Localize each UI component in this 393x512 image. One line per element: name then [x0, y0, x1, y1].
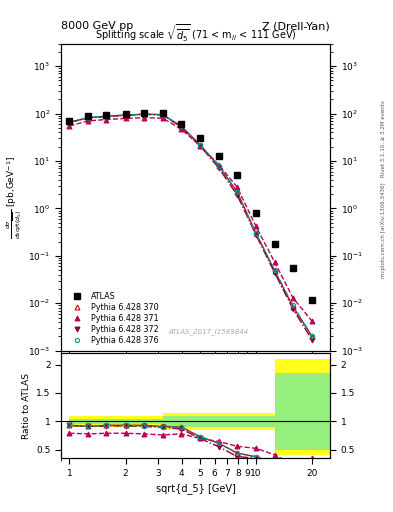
- Pythia 6.428 371: [198, 143, 202, 149]
- Pythia 6.428 372: [310, 337, 314, 343]
- Pythia 6.428 370: [160, 112, 165, 118]
- Pythia 6.428 376: [310, 333, 314, 339]
- Pythia 6.428 372: [179, 124, 184, 130]
- Pythia 6.428 372: [141, 111, 146, 117]
- Pythia 6.428 371: [216, 161, 221, 167]
- Pythia 6.428 370: [141, 111, 146, 117]
- Pythia 6.428 372: [290, 306, 295, 312]
- Pythia 6.428 370: [67, 119, 72, 125]
- Pythia 6.428 372: [86, 115, 90, 121]
- ATLAS: [310, 296, 314, 303]
- Pythia 6.428 372: [67, 119, 72, 125]
- Pythia 6.428 371: [179, 126, 184, 132]
- Pythia 6.428 376: [253, 230, 258, 237]
- Y-axis label: $\frac{d\sigma}{d\mathrm{sqrt}(\overline{d_5})}$ [pb,GeV$^{-1}$]: $\frac{d\sigma}{d\mathrm{sqrt}(\overline…: [4, 156, 23, 239]
- Pythia 6.428 371: [104, 116, 109, 122]
- ATLAS: [160, 110, 165, 116]
- Pythia 6.428 376: [141, 111, 146, 117]
- Pythia 6.428 371: [235, 184, 240, 190]
- Pythia 6.428 370: [253, 230, 258, 237]
- ATLAS: [253, 210, 258, 216]
- Pythia 6.428 371: [123, 115, 128, 121]
- Pythia 6.428 370: [179, 123, 184, 130]
- Pythia 6.428 372: [160, 112, 165, 118]
- Pythia 6.428 376: [290, 303, 295, 309]
- ATLAS: [216, 153, 221, 159]
- X-axis label: sqrt{d_5} [GeV]: sqrt{d_5} [GeV]: [156, 483, 235, 494]
- Y-axis label: Ratio to ATLAS: Ratio to ATLAS: [22, 373, 31, 439]
- Text: Z (Drell-Yan): Z (Drell-Yan): [263, 21, 330, 31]
- Pythia 6.428 371: [290, 295, 295, 301]
- Pythia 6.428 370: [86, 115, 90, 121]
- ATLAS: [104, 112, 109, 118]
- Pythia 6.428 370: [198, 142, 202, 148]
- Pythia 6.428 371: [160, 115, 165, 121]
- Pythia 6.428 370: [123, 112, 128, 118]
- Pythia 6.428 371: [141, 115, 146, 121]
- Pythia 6.428 371: [272, 259, 277, 265]
- Pythia 6.428 371: [310, 318, 314, 324]
- Text: ATLAS_2017_I1589844: ATLAS_2017_I1589844: [169, 329, 249, 335]
- ATLAS: [272, 241, 277, 247]
- Pythia 6.428 371: [86, 118, 90, 124]
- Pythia 6.428 376: [235, 189, 240, 195]
- Text: Rivet 3.1.10, ≥ 3.2M events: Rivet 3.1.10, ≥ 3.2M events: [381, 100, 386, 177]
- ATLAS: [290, 265, 295, 271]
- Legend: ATLAS, Pythia 6.428 370, Pythia 6.428 371, Pythia 6.428 372, Pythia 6.428 376: ATLAS, Pythia 6.428 370, Pythia 6.428 37…: [65, 290, 160, 347]
- Pythia 6.428 370: [272, 268, 277, 274]
- Pythia 6.428 370: [104, 113, 109, 119]
- Pythia 6.428 372: [253, 231, 258, 238]
- Pythia 6.428 370: [216, 162, 221, 168]
- Text: 8000 GeV pp: 8000 GeV pp: [61, 21, 133, 31]
- Pythia 6.428 376: [198, 142, 202, 148]
- ATLAS: [86, 113, 90, 119]
- Line: Pythia 6.428 371: Pythia 6.428 371: [67, 115, 314, 324]
- Line: Pythia 6.428 372: Pythia 6.428 372: [67, 112, 314, 342]
- ATLAS: [198, 135, 202, 141]
- ATLAS: [179, 121, 184, 127]
- Pythia 6.428 372: [198, 143, 202, 149]
- Line: Pythia 6.428 376: Pythia 6.428 376: [67, 112, 314, 338]
- Pythia 6.428 376: [160, 112, 165, 118]
- Pythia 6.428 376: [216, 162, 221, 168]
- Pythia 6.428 376: [179, 123, 184, 130]
- Line: ATLAS: ATLAS: [67, 110, 315, 302]
- Pythia 6.428 372: [104, 113, 109, 119]
- Pythia 6.428 370: [310, 333, 314, 339]
- Pythia 6.428 376: [272, 267, 277, 273]
- Pythia 6.428 370: [290, 304, 295, 310]
- ATLAS: [235, 172, 240, 178]
- Pythia 6.428 370: [235, 189, 240, 195]
- ATLAS: [123, 111, 128, 117]
- Text: mcplots.cern.ch [arXiv:1306.3436]: mcplots.cern.ch [arXiv:1306.3436]: [381, 183, 386, 278]
- Pythia 6.428 371: [67, 123, 72, 129]
- Pythia 6.428 372: [235, 192, 240, 198]
- Pythia 6.428 371: [253, 223, 258, 229]
- Pythia 6.428 376: [86, 115, 90, 121]
- Pythia 6.428 376: [104, 113, 109, 119]
- ATLAS: [67, 118, 72, 124]
- Pythia 6.428 376: [67, 119, 72, 125]
- Title: Splitting scale $\sqrt{\overline{d_5}}$ (71 < m$_{ll}$ < 111 GeV): Splitting scale $\sqrt{\overline{d_5}}$ …: [95, 23, 296, 44]
- Pythia 6.428 372: [123, 112, 128, 118]
- Line: Pythia 6.428 370: Pythia 6.428 370: [67, 112, 314, 339]
- Pythia 6.428 372: [216, 165, 221, 171]
- Pythia 6.428 376: [123, 112, 128, 118]
- ATLAS: [141, 110, 146, 116]
- Pythia 6.428 372: [272, 270, 277, 276]
